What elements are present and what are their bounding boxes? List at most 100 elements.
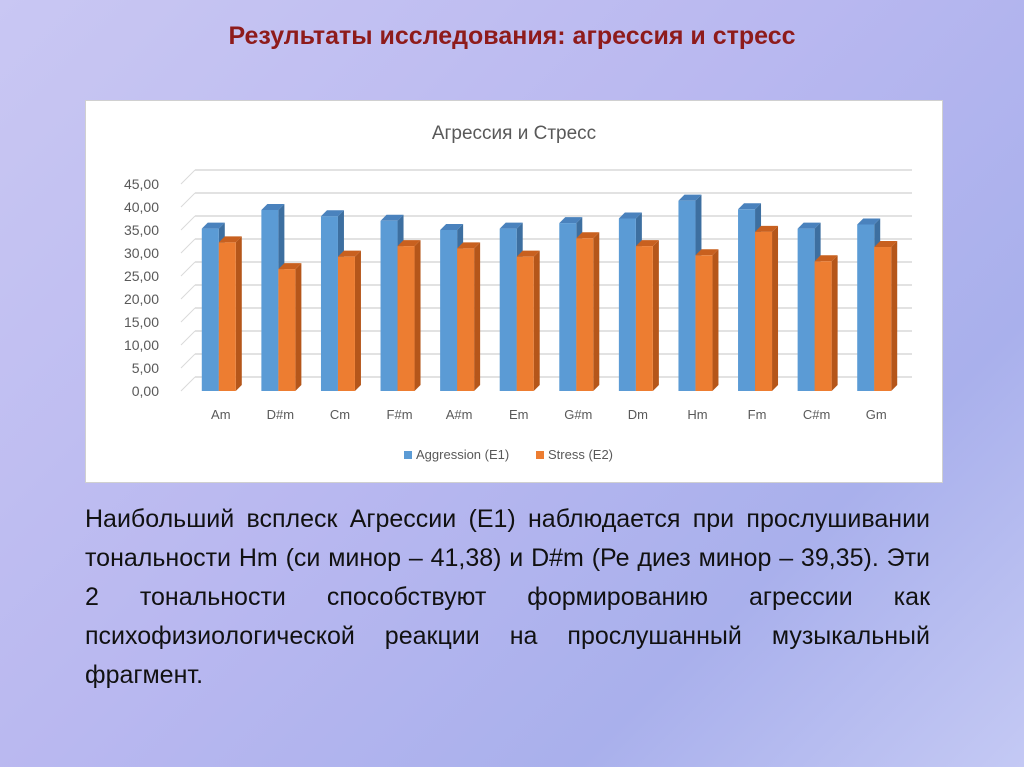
y-tick-label: 0,00 (132, 383, 159, 399)
bar-top (516, 250, 540, 257)
chart-title: Агрессия и Стресс (432, 123, 596, 144)
bar-top (814, 255, 838, 262)
bar-C#m-stress (814, 261, 832, 391)
x-tick-label: Am (211, 407, 231, 422)
gridline-depth (180, 307, 196, 323)
y-tick-label: 40,00 (124, 199, 159, 215)
bar-Cm-aggression (320, 216, 338, 391)
y-tick-label: 25,00 (124, 268, 159, 284)
bar-top (320, 210, 344, 217)
bar-side (652, 240, 659, 391)
bar-top (261, 203, 285, 210)
bar-top (499, 222, 523, 229)
x-tick-label: F#m (387, 407, 413, 422)
gridline-depth (180, 353, 196, 369)
gridline-depth (180, 215, 196, 231)
bar-side (772, 225, 779, 391)
bar-top (874, 241, 898, 248)
y-tick-label: 5,00 (132, 360, 159, 376)
bar-side (414, 240, 421, 391)
bar-top (857, 218, 881, 225)
chart: Агрессия и Стресс 0,00 5,00 10,00 15,00 20,0… (85, 100, 943, 483)
gridline-depth (180, 284, 196, 300)
bar-Am-aggression (201, 228, 219, 391)
bar-top (218, 236, 242, 243)
bar-side (831, 255, 838, 391)
bar-Fm-stress (755, 231, 773, 391)
y-tick-label: 45,00 (124, 176, 159, 192)
gridline-depth (180, 192, 196, 208)
x-tick-label: Gm (866, 407, 887, 422)
bar-C#m-aggression (797, 228, 815, 391)
x-tick-label: Dm (628, 407, 648, 422)
bar-F#m-stress (397, 246, 415, 391)
bar-side (891, 241, 898, 391)
bar-D#m-stress (278, 269, 296, 391)
x-tick-label: Cm (330, 407, 350, 422)
chart-svg: Агрессия и Стресс 0,00 5,00 10,00 15,00 20,0… (124, 123, 912, 462)
bar-top (695, 249, 719, 256)
bar-G#m-stress (576, 238, 594, 391)
bar-side (235, 236, 242, 391)
bar-top (337, 250, 361, 257)
description-paragraph: Наибольший всплеск Агрессии (Е1) наблюда… (85, 505, 930, 689)
bar-top (397, 240, 421, 247)
x-tick-label: C#m (803, 407, 830, 422)
bar-top (559, 217, 583, 224)
x-tick-label: Hm (687, 407, 707, 422)
bar-top (380, 214, 404, 221)
bar-top (755, 225, 779, 232)
bar-side (295, 263, 302, 391)
y-tick-label: 10,00 (124, 337, 159, 353)
bar-top (635, 240, 659, 247)
bar-Dm-aggression (618, 218, 636, 391)
x-tick-label: G#m (564, 407, 592, 422)
bar-side (474, 242, 481, 391)
bar-A#m-stress (457, 248, 475, 391)
gridline-depth (180, 330, 196, 346)
bar-Em-aggression (499, 228, 517, 391)
bar-top (457, 242, 481, 249)
bar-top (738, 203, 762, 210)
bar-Gm-stress (874, 247, 892, 391)
bar-Cm-stress (337, 256, 355, 391)
legend-swatch (404, 451, 412, 459)
bar-top (440, 224, 464, 230)
slide-title: Результаты исследования: агрессия и стре… (228, 22, 796, 50)
bar-Hm-aggression (678, 200, 696, 391)
gridline-depth (180, 238, 196, 254)
bar-top (618, 212, 642, 219)
bar-Gm-aggression (857, 224, 875, 391)
gridline-depth (180, 169, 196, 185)
bar-Hm-stress (695, 255, 713, 391)
y-tick-label: 35,00 (124, 222, 159, 238)
gridline-depth (180, 376, 196, 392)
x-tick-label: Em (509, 407, 529, 422)
bar-Fm-aggression (738, 209, 756, 391)
bar-side (593, 232, 600, 391)
bar-A#m-aggression (440, 230, 458, 391)
bar-top (278, 263, 302, 270)
gridline-depth (180, 261, 196, 277)
bar-F#m-aggression (380, 220, 398, 391)
bar-side (533, 250, 540, 391)
y-tick-label: 30,00 (124, 245, 159, 261)
x-tick-label: Fm (748, 407, 767, 422)
bar-top (678, 194, 702, 201)
legend-swatch (536, 451, 544, 459)
bar-top (576, 232, 600, 239)
bar-Dm-stress (635, 246, 653, 391)
x-tick-label: D#m (267, 407, 294, 422)
legend-label: Stress (E2) (548, 447, 613, 462)
x-tick-label: A#m (446, 407, 473, 422)
bar-side (354, 250, 361, 391)
bar-G#m-aggression (559, 223, 577, 391)
y-tick-label: 15,00 (124, 314, 159, 330)
bar-Am-stress (218, 242, 236, 391)
bar-Em-stress (516, 256, 534, 391)
bar-D#m-aggression (261, 209, 279, 391)
legend-label: Aggression (E1) (416, 447, 509, 462)
bar-side (712, 249, 719, 391)
y-tick-label: 20,00 (124, 291, 159, 307)
bar-top (201, 222, 225, 229)
